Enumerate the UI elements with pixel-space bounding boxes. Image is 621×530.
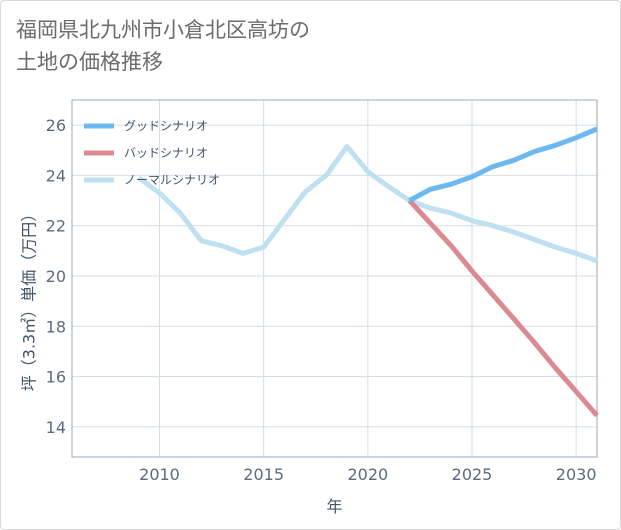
x-tick-label: 2025 — [452, 465, 493, 484]
series-line-good — [408, 126, 598, 203]
series-line-normal — [137, 144, 598, 264]
y-tick-label: 26 — [46, 116, 66, 135]
plot-area — [71, 99, 598, 458]
chart-title-line-1: 福岡県北九州市小倉北区高坊の — [16, 18, 310, 42]
legend-label-bad: バッドシナリオ — [124, 146, 208, 160]
x-axis-title: 年 — [326, 497, 342, 516]
x-tick-label: 2010 — [139, 465, 180, 484]
y-tick-label: 18 — [46, 317, 66, 336]
legend-item-good[interactable]: グッドシナリオ — [84, 119, 208, 133]
series-line-bad — [407, 198, 599, 418]
x-tick-label: 2030 — [556, 465, 597, 484]
legend-label-normal: ノーマルシナリオ — [124, 173, 220, 187]
grid — [72, 100, 597, 457]
legend-item-normal[interactable]: ノーマルシナリオ — [84, 173, 220, 187]
legend-label-good: グッドシナリオ — [124, 119, 208, 133]
y-tick-label: 16 — [46, 368, 66, 387]
y-tick-label: 24 — [46, 166, 66, 185]
legend-item-bad[interactable]: バッドシナリオ — [84, 146, 208, 160]
chart-title-line-2: 土地の価格推移 — [16, 50, 163, 74]
y-tick-label: 14 — [46, 418, 66, 437]
y-tick-label: 22 — [46, 217, 66, 236]
chart-title: 福岡県北九州市小倉北区高坊の 土地の価格推移 — [16, 14, 436, 78]
series-lines — [137, 126, 599, 418]
axis-ticks: 2010 2015 2020 2025 2030 14 16 18 20 22 24 26 — [46, 116, 597, 484]
x-tick-label: 2015 — [243, 465, 284, 484]
y-tick-label: 20 — [46, 267, 66, 286]
y-axis-title: 坪（3.3㎡）単価（万円） — [20, 206, 39, 391]
x-tick-label: 2020 — [347, 465, 388, 484]
